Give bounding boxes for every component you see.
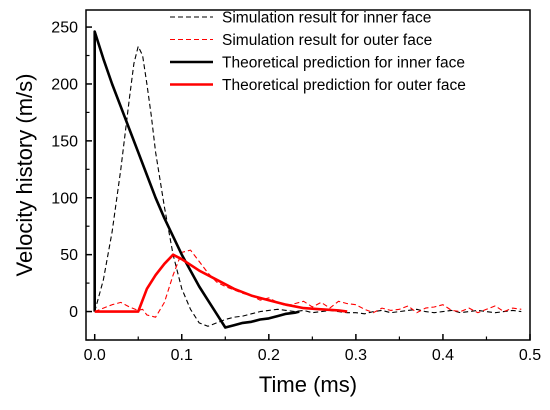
y-tick-label: 50 [60,247,78,264]
y-axis: 0 50 100 150 200 250 [51,20,92,341]
legend: Simulation result for inner face Simulati… [170,10,466,94]
x-tick-label: 0.0 [84,347,106,364]
x-tick-label: 0.4 [432,347,454,364]
series-line-3 [93,30,300,329]
y-tick-label: 250 [51,20,78,37]
plot-lines [93,30,522,329]
x-tick-label: 0.5 [519,347,541,364]
y-tick-label: 150 [51,133,78,150]
series-line-1 [94,45,522,327]
x-tick-label: 0.2 [258,347,280,364]
x-tick-label: 0.3 [345,347,367,364]
plot-frame [85,9,531,341]
x-axis-label: Time (ms) [259,372,357,397]
legend-label: Theoretical prediction for inner face [222,55,465,72]
y-tick-label: 200 [51,76,78,93]
y-tick-label: 0 [69,304,78,321]
series-line-4 [94,253,348,313]
legend-label: Simulation result for outer face [222,32,432,49]
y-axis-label: Velocity history (m/s) [12,74,37,277]
legend-label: Theoretical prediction for outer face [222,77,466,94]
x-tick-label: 0.1 [171,347,193,364]
series-line-2 [94,249,522,318]
legend-label: Simulation result for inner face [222,10,431,27]
x-axis: 0.0 0.1 0.2 0.3 0.4 0.5 [84,334,541,364]
y-tick-label: 100 [51,190,78,207]
